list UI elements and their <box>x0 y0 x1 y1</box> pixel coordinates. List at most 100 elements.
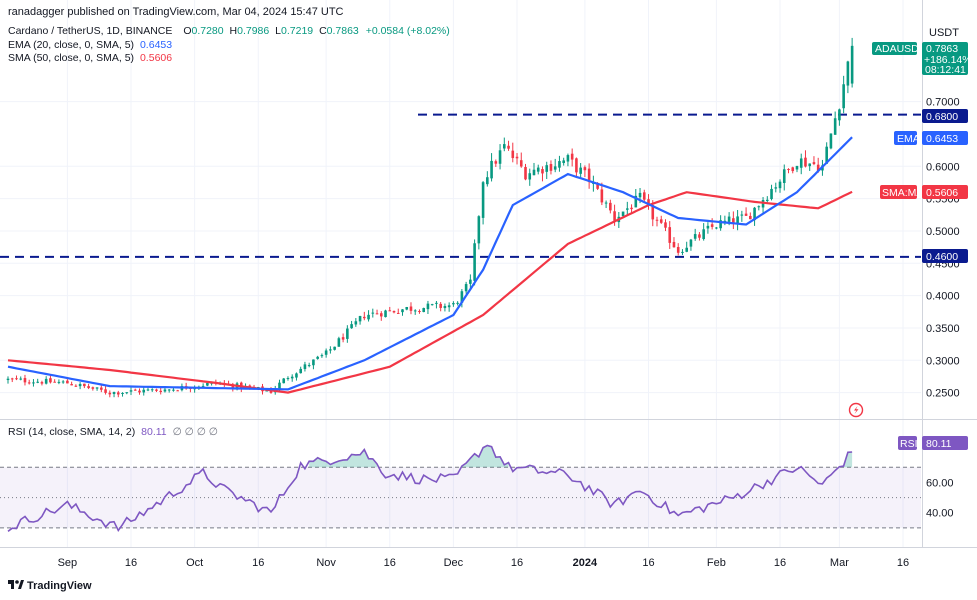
candle-body <box>681 251 684 253</box>
symbol-legend: Cardano / TetherUS, 1D, BINANCE O0.7280 … <box>8 25 450 37</box>
candle-body <box>642 192 646 200</box>
candle-body <box>53 381 56 383</box>
rsi-legend-value: 80.11 <box>141 426 167 438</box>
candle-body <box>833 118 837 135</box>
rsi-overbought-fill <box>309 449 378 468</box>
candle-body <box>736 216 739 225</box>
time-axis[interactable]: Sep 16 Oct 16 Nov 16 Dec 16 2024 16 Feb 16 Mar 16 <box>58 557 910 569</box>
candle-body <box>693 234 697 239</box>
horizontal-levels <box>0 113 921 529</box>
candle-body <box>621 211 625 217</box>
date-tick-label: 16 <box>897 557 909 569</box>
candle-body <box>536 167 540 172</box>
rsi-legend: RSI (14, close, SMA, 14, 2) 80.11 ∅ ∅ ∅ … <box>8 426 218 438</box>
candle-body <box>727 216 731 222</box>
candle-body <box>10 378 14 380</box>
price-tick-label: 0.4000 <box>926 291 960 303</box>
candle-body <box>447 305 451 308</box>
candle-body <box>795 165 799 170</box>
ema-value-tag-bg <box>922 131 968 145</box>
candle-body <box>456 302 459 304</box>
candle-body <box>23 378 27 383</box>
candle-body <box>15 378 18 380</box>
date-tick-label: 16 <box>384 557 396 569</box>
candle-body <box>659 219 663 223</box>
candle-body <box>532 169 536 176</box>
candle-body <box>282 378 286 384</box>
price-tick-label: 0.2500 <box>926 388 960 400</box>
candle-body <box>524 167 527 180</box>
ema-legend-value: 0.6453 <box>140 39 172 51</box>
candle-body <box>104 389 107 393</box>
price-axis[interactable]: 0.70000.60000.55000.50000.45000.40000.35… <box>926 97 960 400</box>
level-high-tag[interactable]: 0.6800 <box>922 109 968 123</box>
tradingview-logo[interactable]: TradingView <box>8 580 92 592</box>
candle-body <box>350 324 353 329</box>
candle-body <box>787 169 790 171</box>
price-tick-label: 0.6000 <box>926 161 960 173</box>
candle-body <box>511 150 515 159</box>
sma-tag[interactable]: SMA:MA 0.5606 <box>880 185 968 199</box>
candle-body <box>791 167 795 172</box>
candle-body <box>494 161 498 164</box>
candle-body <box>486 177 489 185</box>
countdown: 08:12:41 <box>925 64 966 76</box>
candle-body <box>379 313 383 317</box>
candle-body <box>583 167 587 171</box>
candle-body <box>150 389 154 391</box>
sma-line <box>7 190 853 394</box>
last-price: 0.7863 <box>926 43 958 55</box>
candle-body <box>846 61 850 86</box>
candle-body <box>566 155 570 162</box>
candle-body <box>812 162 816 165</box>
level-low-tag[interactable]: 0.4600 <box>922 249 968 263</box>
candle-body <box>676 247 680 253</box>
rsi-tag-value: 80.11 <box>926 438 952 450</box>
candle-body <box>562 160 565 164</box>
candle-body <box>570 153 574 160</box>
rsi-overbought-fills <box>300 445 853 468</box>
rsi-tag-bg <box>898 436 917 450</box>
candle-body <box>40 382 44 384</box>
candle-body <box>778 181 782 189</box>
ema-tag[interactable]: EMA 0.6453 <box>894 131 968 145</box>
candle-body <box>375 313 379 315</box>
candle-body <box>19 378 23 380</box>
candle-body <box>430 304 434 306</box>
candle-body <box>138 390 141 393</box>
rsi-line <box>7 444 853 533</box>
candle-body <box>502 144 506 149</box>
candle-body <box>108 392 112 395</box>
candle-body <box>116 392 120 395</box>
candle-body <box>575 158 578 173</box>
candle-body <box>155 389 158 391</box>
candle-body <box>655 219 659 221</box>
candle-body <box>498 150 502 164</box>
candle-body <box>744 213 748 216</box>
candle-body <box>388 310 392 312</box>
ema-tag-bg <box>894 131 917 145</box>
candle-body <box>295 373 298 378</box>
candle-body <box>842 84 845 109</box>
candle-body <box>112 391 116 395</box>
candle-body <box>626 208 629 210</box>
candle-body <box>290 376 294 379</box>
ohlc-open: 0.7280 <box>191 25 223 37</box>
candle-body <box>804 157 807 167</box>
candle-body <box>782 169 786 183</box>
candle-body <box>337 338 341 347</box>
price-tag[interactable]: ADAUSDT 0.7863 +186.14% 08:12:41 <box>872 42 972 76</box>
candle-body <box>732 218 735 225</box>
rsi-tag[interactable]: RSI 80.11 <box>898 436 968 450</box>
lightning-icon[interactable] <box>848 402 864 418</box>
rsi-axis[interactable]: 60.00 40.00 <box>926 477 954 519</box>
candle-body <box>320 355 324 357</box>
candle-body <box>477 216 481 244</box>
candle-body <box>545 165 549 172</box>
candle-body <box>664 222 667 228</box>
brand-name: TradingView <box>27 580 92 592</box>
rsi-legend-extra: ∅ ∅ ∅ ∅ <box>173 426 218 438</box>
candle-body <box>61 381 65 383</box>
candle-body <box>515 156 519 159</box>
